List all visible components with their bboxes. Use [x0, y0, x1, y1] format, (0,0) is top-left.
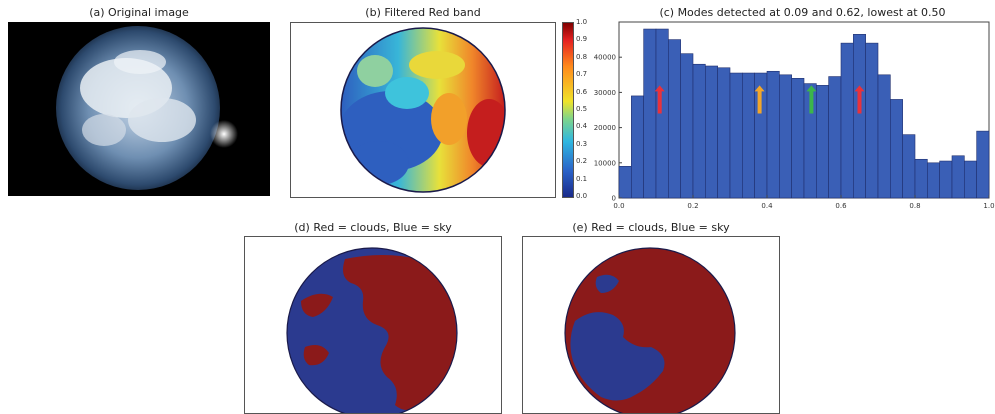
filtered-red-band [290, 22, 556, 198]
histogram-bar [902, 134, 916, 199]
histogram-bar [828, 76, 842, 199]
histogram-bar [914, 158, 928, 199]
x-tick-label: 0.2 [687, 202, 698, 210]
histogram-bar [618, 166, 632, 199]
panel-d-title: (d) Red = clouds, Blue = sky [294, 221, 452, 234]
histogram-bar [729, 72, 743, 199]
mode-arrow [654, 85, 665, 114]
original-image [8, 22, 270, 196]
colorbar [562, 22, 574, 198]
mode-arrow [754, 85, 765, 114]
histogram-bar [779, 74, 792, 199]
histogram-bar [791, 78, 805, 199]
cloud-mask-e [522, 236, 780, 414]
colorbar-tick-label: 0.0 [576, 192, 588, 200]
panel-a-title: (a) Original image [89, 6, 189, 19]
cloud-fill [343, 255, 457, 410]
histogram-bar [692, 63, 706, 199]
panel-a: (a) Original image [8, 0, 270, 200]
colorbar-tick-label: 0.9 [576, 35, 588, 44]
histogram-bar [976, 130, 990, 199]
panel-e-title: (e) Red = clouds, Blue = sky [572, 221, 730, 234]
histogram-bar [766, 70, 780, 199]
histogram-bar [840, 42, 854, 199]
chart-title: (c) Modes detected at 0.09 and 0.62, low… [659, 6, 946, 19]
panel-b-title: (b) Filtered Red band [365, 6, 481, 19]
histogram-bar [890, 99, 903, 199]
mode-arrow [854, 85, 865, 114]
histogram-bar [705, 65, 718, 199]
panel-b: (b) Filtered Red band [290, 0, 587, 200]
histogram-bar [853, 34, 866, 199]
histogram-bar [742, 72, 755, 199]
y-tick-label: 30000 [594, 89, 616, 97]
x-tick-label: 0.6 [835, 202, 847, 210]
panel-c: (c) Modes detected at 0.09 and 0.62, low… [584, 0, 995, 212]
histogram-bar [939, 160, 953, 199]
histogram-bar [717, 67, 731, 199]
colorbar-tick-label: 0.2 [576, 157, 588, 166]
histogram: 0.0 0.2 0.4 0.6 0.8 1.0 0 10000 20000 30000 40000 [594, 21, 995, 210]
colorbar-tick-label: 0.7 [576, 70, 588, 79]
x-tick-label: 0.4 [761, 202, 773, 210]
y-tick-label: 20000 [594, 124, 616, 132]
histogram-bar [964, 160, 977, 199]
y-tick-label: 0 [612, 195, 616, 203]
histogram-bar [877, 74, 891, 199]
colorbar-tick-label: 0.6 [576, 87, 588, 96]
colorbar-tick-label: 1.0 [576, 18, 588, 26]
x-tick-label: 0.8 [909, 202, 920, 210]
colorbar-tick-label: 0.1 [576, 174, 588, 183]
colorbar-tick-label: 0.5 [576, 105, 588, 113]
sun-flare [210, 120, 238, 148]
histogram-bar [631, 95, 644, 199]
colorbar-ticks: 1.0 0.9 0.8 0.7 0.6 0.5 0.4 0.3 0.2 0.1 0.0 [576, 18, 596, 200]
x-tick-label: 0.0 [613, 202, 624, 210]
x-tick-label: 1.0 [983, 202, 994, 210]
colorbar-tick-label: 0.4 [576, 122, 588, 131]
colorbar-tick-label: 0.8 [576, 52, 588, 61]
y-tick-label: 10000 [594, 159, 616, 167]
mode-arrow [806, 85, 817, 114]
cloud-mask-d [244, 236, 502, 414]
histogram-bar [927, 162, 940, 199]
histogram-bar [668, 39, 681, 199]
panel-d: (d) Red = clouds, Blue = sky [242, 220, 504, 414]
histogram-bar [951, 155, 965, 199]
colorbar-tick-label: 0.3 [576, 139, 588, 148]
histogram-bar [816, 85, 829, 199]
histogram-bar [643, 28, 657, 199]
histogram-bar [865, 42, 879, 199]
sky-fill [570, 312, 665, 401]
y-tick-label: 40000 [594, 54, 616, 62]
histogram-bar [680, 53, 694, 199]
panel-e: (e) Red = clouds, Blue = sky [520, 220, 782, 414]
